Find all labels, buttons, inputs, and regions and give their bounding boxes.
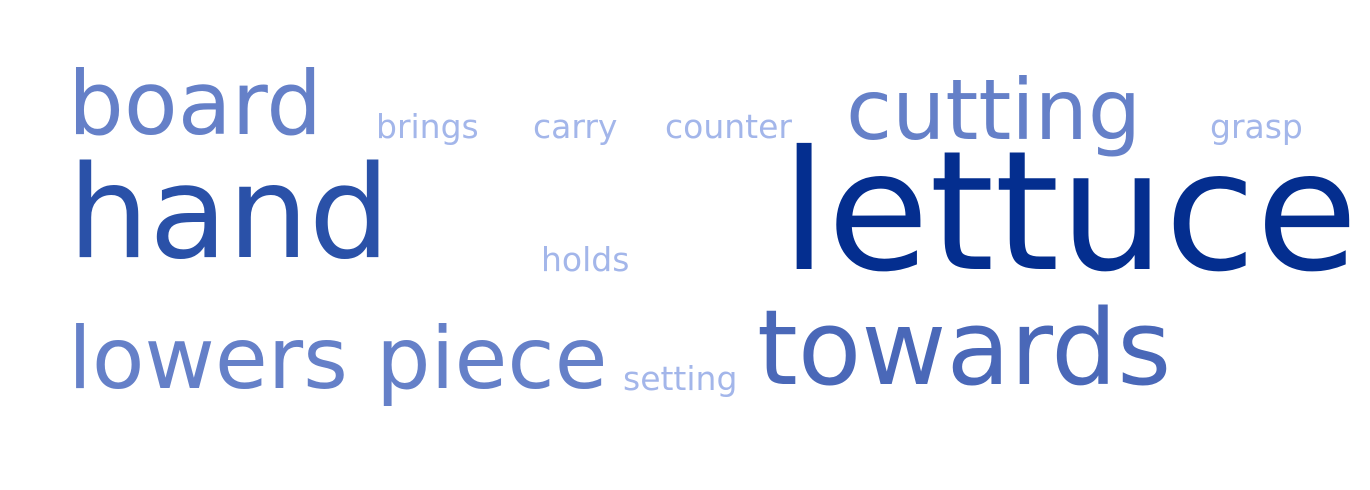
word-setting: setting bbox=[623, 359, 738, 398]
word-grasp: grasp bbox=[1210, 107, 1303, 146]
word-hand: hand bbox=[68, 139, 390, 288]
word-brings: brings bbox=[376, 107, 479, 146]
word-cutting: cutting bbox=[846, 61, 1142, 159]
word-lowers: lowers bbox=[68, 309, 348, 409]
word-piece: piece bbox=[376, 309, 608, 409]
word-counter: counter bbox=[665, 107, 792, 146]
word-lettuce: lettuce bbox=[781, 116, 1359, 309]
word-holds: holds bbox=[541, 240, 630, 279]
word-board: board bbox=[68, 52, 323, 155]
word-towards: towards bbox=[757, 287, 1172, 409]
word-carry: carry bbox=[533, 107, 618, 146]
